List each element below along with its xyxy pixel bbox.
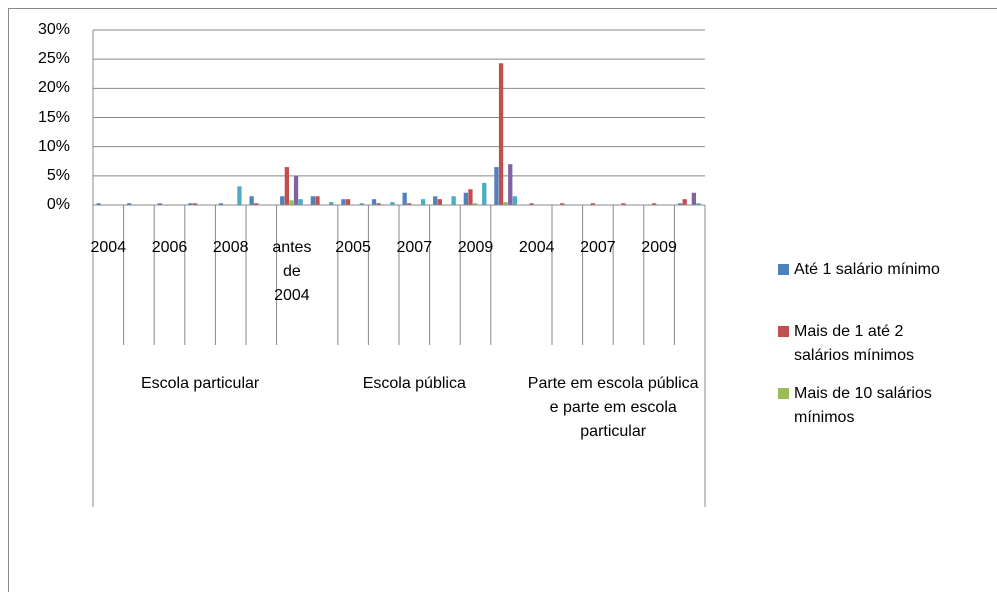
y-tick-label: 30% (37, 21, 70, 38)
bar (298, 199, 303, 205)
bar (289, 200, 294, 205)
bar (254, 203, 259, 205)
y-tick-label: 5% (46, 166, 70, 184)
bar (503, 202, 508, 205)
x-tick-label: 2008 (212, 239, 249, 256)
bar (376, 203, 381, 205)
group-label: Escola pública (362, 375, 466, 392)
x-tick-label: 2004 (90, 239, 127, 256)
x-tick-label: 2007 (396, 239, 433, 256)
bar (329, 202, 334, 205)
bar (498, 63, 504, 205)
bar (651, 203, 657, 205)
bar (696, 203, 701, 205)
bar (218, 203, 224, 205)
bar (371, 199, 377, 205)
x-tick-label: 2007 (580, 239, 616, 256)
x-tick-label: 2005 (335, 239, 371, 256)
bar (192, 203, 198, 205)
legend-swatch (778, 264, 789, 275)
bar (157, 203, 162, 205)
x-tick-label: 2009 (457, 239, 494, 256)
bar (590, 203, 595, 205)
bar (284, 167, 289, 205)
legend-label: Mais de 1 até 2 salários mínimos (794, 323, 915, 364)
bar (494, 167, 499, 205)
group-label: Parte em escola pública e parte em escol… (527, 375, 699, 440)
y-tick-label: 20% (37, 79, 70, 97)
bar (390, 202, 395, 205)
bar (560, 203, 565, 205)
group-label: Escola particular (140, 375, 260, 392)
bar (677, 203, 683, 205)
bar (508, 164, 513, 205)
bar (345, 199, 351, 205)
y-tick-label: 15% (37, 108, 70, 126)
bar (237, 186, 242, 205)
legend-label: Até 1 salário mínimo (794, 261, 940, 278)
bar (127, 203, 132, 205)
x-tick-label: 2004 (518, 239, 555, 256)
bar (451, 196, 456, 205)
bar (512, 196, 517, 205)
bar (468, 189, 473, 205)
legend-swatch (778, 388, 789, 399)
bar (310, 196, 315, 205)
bar (188, 203, 193, 205)
legend-label: Mais de 10 salários mínimos (794, 385, 932, 426)
bar (529, 203, 534, 205)
bar (437, 199, 442, 205)
bar (249, 196, 254, 205)
x-tick-label: 2006 (151, 239, 188, 256)
bar (621, 203, 626, 205)
y-tick-label: 10% (37, 137, 70, 155)
legend-swatch (778, 326, 789, 337)
bar (682, 199, 687, 205)
bar (407, 203, 412, 205)
bar (402, 192, 407, 205)
bar (420, 199, 426, 205)
bar (433, 196, 438, 205)
bar (691, 192, 696, 205)
y-tick-label: 0% (46, 196, 70, 213)
bar (280, 196, 285, 205)
bar (359, 203, 364, 205)
bar (293, 175, 299, 205)
x-tick-label: antes de 2004 (272, 239, 312, 304)
bar (472, 203, 478, 205)
bar (315, 196, 320, 205)
y-tick-label: 25% (37, 50, 70, 68)
bar (341, 199, 346, 205)
bar (96, 203, 101, 205)
x-tick-label: 2009 (641, 239, 677, 256)
chart-border (8, 8, 997, 592)
bar (482, 182, 487, 205)
bar (463, 192, 468, 205)
